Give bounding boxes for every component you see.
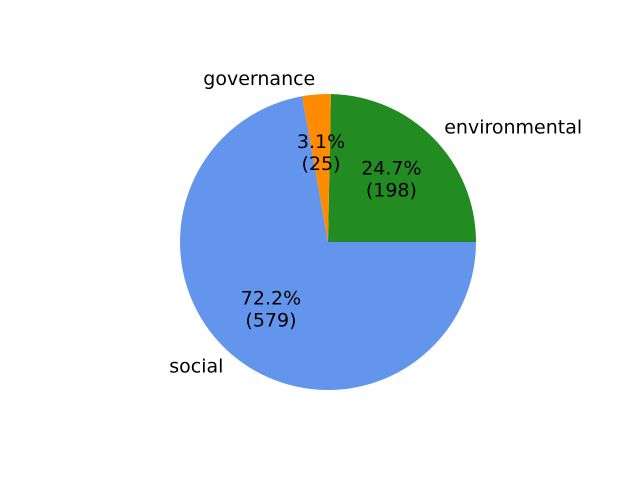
slice-percent-social: 72.2%	[241, 288, 301, 310]
pie-slice-governance	[302, 94, 331, 243]
pie-slices	[180, 94, 476, 390]
slice-percent-environmental: 24.7%	[361, 157, 421, 179]
slice-count-environmental: (198)	[366, 179, 417, 201]
slice-label-governance: governance	[203, 68, 315, 90]
slice-count-governance: (25)	[302, 153, 341, 175]
pie-slice-social	[180, 96, 476, 390]
pie-slice-environmental	[328, 94, 476, 243]
pie-labels: environmental 24.7%(198) governance 3.1%(25…	[169, 68, 582, 377]
slice-label-social: social	[169, 355, 223, 377]
slice-label-environmental: environmental	[444, 117, 582, 139]
slice-percent-governance: 3.1%	[297, 131, 345, 153]
slice-count-social: (579)	[245, 310, 296, 332]
